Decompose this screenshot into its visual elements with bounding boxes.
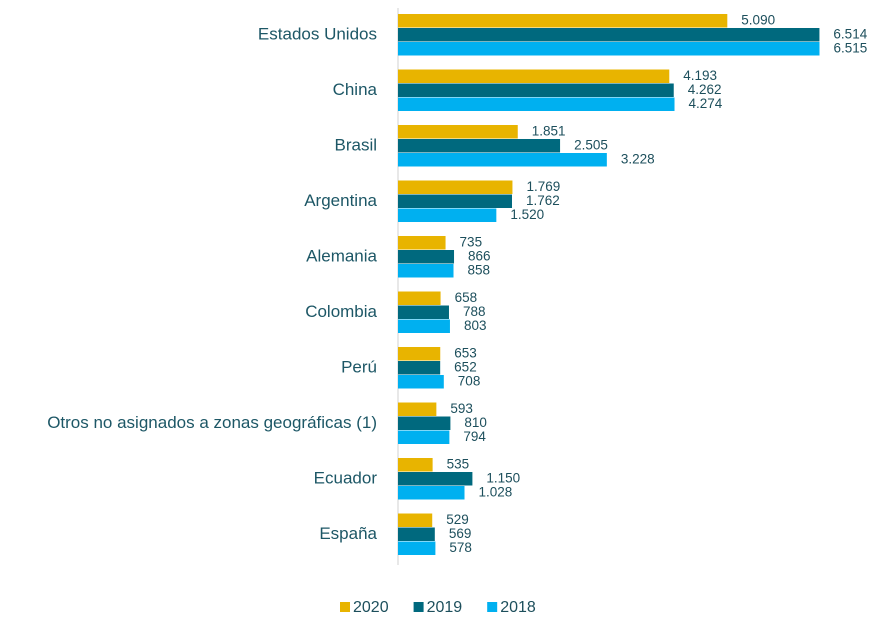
bar <box>398 458 433 472</box>
value-label: 708 <box>458 374 481 389</box>
value-label: 866 <box>468 249 491 264</box>
bar <box>398 305 449 319</box>
value-label: 569 <box>449 526 472 541</box>
value-label: 794 <box>463 429 486 444</box>
bar <box>398 139 561 153</box>
bar <box>398 402 437 416</box>
bar <box>398 527 435 541</box>
value-label: 4.262 <box>688 82 722 97</box>
value-label: 529 <box>446 512 469 527</box>
value-label: 1.851 <box>532 124 566 139</box>
legend-label: 2019 <box>427 599 463 616</box>
bar <box>398 14 728 28</box>
bar <box>398 361 441 375</box>
value-label: 6.514 <box>833 27 867 42</box>
bar <box>398 83 674 97</box>
value-label: 803 <box>464 318 487 333</box>
value-label: 1.028 <box>479 485 513 500</box>
bar <box>398 194 512 208</box>
category-label: Estados Unidos <box>258 24 377 43</box>
value-label: 1.150 <box>486 471 520 486</box>
value-label: 593 <box>450 401 473 416</box>
bar <box>398 28 820 42</box>
bar <box>398 319 450 333</box>
category-label: Perú <box>341 357 377 376</box>
bar <box>398 541 436 555</box>
category-label: Alemania <box>306 246 377 265</box>
category-label: Colombia <box>305 302 377 321</box>
value-label: 735 <box>460 235 483 250</box>
value-label: 535 <box>447 457 470 472</box>
value-label: 5.090 <box>741 13 775 28</box>
value-label: 658 <box>455 290 478 305</box>
legend-swatch <box>413 602 424 612</box>
value-label: 652 <box>454 360 477 375</box>
bar <box>398 208 497 222</box>
bar <box>398 180 513 194</box>
bar <box>398 236 446 250</box>
value-label: 1.769 <box>526 179 560 194</box>
bar <box>398 375 444 389</box>
value-label: 788 <box>463 304 486 319</box>
legend-label: 2020 <box>353 599 389 616</box>
bar <box>398 153 607 167</box>
value-label: 2.505 <box>574 138 608 153</box>
bar <box>398 486 465 500</box>
value-label: 858 <box>468 263 491 278</box>
bar <box>398 125 518 139</box>
bar <box>398 416 451 430</box>
category-label: Argentina <box>304 191 377 210</box>
bar <box>398 69 670 83</box>
category-label: Ecuador <box>314 468 378 487</box>
bar <box>398 430 450 444</box>
value-label: 810 <box>464 415 487 430</box>
category-label: China <box>333 80 378 99</box>
legend-label: 2018 <box>500 599 536 616</box>
value-label: 653 <box>454 346 477 361</box>
bar <box>398 42 820 56</box>
legend-swatch <box>340 602 350 612</box>
value-label: 3.228 <box>621 152 655 167</box>
bar <box>398 97 675 111</box>
value-label: 4.274 <box>689 96 723 111</box>
category-label: España <box>319 524 377 543</box>
category-label: Otros no asignados a zonas geográficas (… <box>47 413 377 432</box>
value-label: 6.515 <box>834 41 868 56</box>
value-label: 4.193 <box>683 68 717 83</box>
bar <box>398 513 433 527</box>
value-label: 578 <box>449 540 472 555</box>
value-label: 1.762 <box>526 193 560 208</box>
bar <box>398 291 441 305</box>
bar <box>398 250 455 264</box>
bar <box>398 472 473 486</box>
legend-swatch <box>487 602 498 612</box>
bar <box>398 347 441 361</box>
bar <box>398 264 454 278</box>
category-label: Brasil <box>334 135 377 154</box>
value-label: 1.520 <box>510 207 544 222</box>
